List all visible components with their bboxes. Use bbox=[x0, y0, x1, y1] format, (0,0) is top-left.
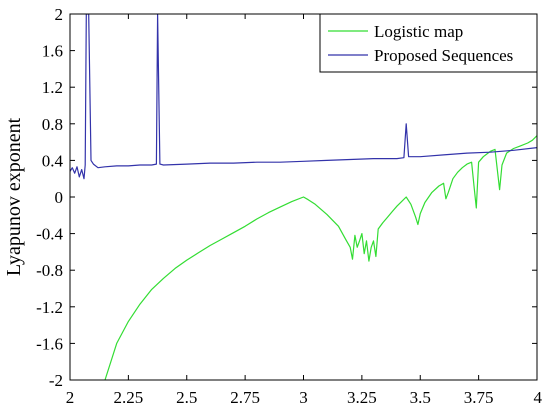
series-line-logistic-map bbox=[104, 135, 537, 380]
x-tick-label: 3 bbox=[299, 388, 308, 407]
y-tick-label: 1.6 bbox=[42, 42, 63, 61]
series-line-proposed-sequences bbox=[70, 14, 537, 180]
x-tick-label: 3.25 bbox=[347, 388, 377, 407]
y-tick-label: -1.6 bbox=[36, 334, 63, 353]
y-axis-label: Lyapunov exponent bbox=[3, 117, 25, 276]
y-tick-label: 0.4 bbox=[42, 151, 64, 170]
legend-label-proposed: Proposed Sequences bbox=[374, 46, 513, 65]
y-tick-label: 0 bbox=[55, 188, 64, 207]
legend-box bbox=[319, 13, 538, 73]
y-tick-label: -2 bbox=[49, 371, 63, 390]
x-tick-label: 2.75 bbox=[230, 388, 260, 407]
x-tick-label: 2.25 bbox=[114, 388, 144, 407]
legend: Logistic map Proposed Sequences bbox=[319, 13, 538, 73]
y-tick-label: -0.4 bbox=[36, 225, 63, 244]
x-tick-label: 2.5 bbox=[176, 388, 197, 407]
x-tick-label: 3.75 bbox=[464, 388, 494, 407]
x-tick-label: 3.5 bbox=[410, 388, 431, 407]
y-tick-label: -1.2 bbox=[36, 298, 63, 317]
x-tick-label: 4 bbox=[534, 388, 543, 407]
y-tick-label: -0.8 bbox=[36, 261, 63, 280]
legend-label-logistic: Logistic map bbox=[374, 22, 463, 41]
y-tick-label: 2 bbox=[55, 5, 64, 24]
y-tick-label: 1.2 bbox=[42, 78, 63, 97]
x-tick-label: 2 bbox=[66, 388, 75, 407]
y-tick-label: 0.8 bbox=[42, 115, 63, 134]
